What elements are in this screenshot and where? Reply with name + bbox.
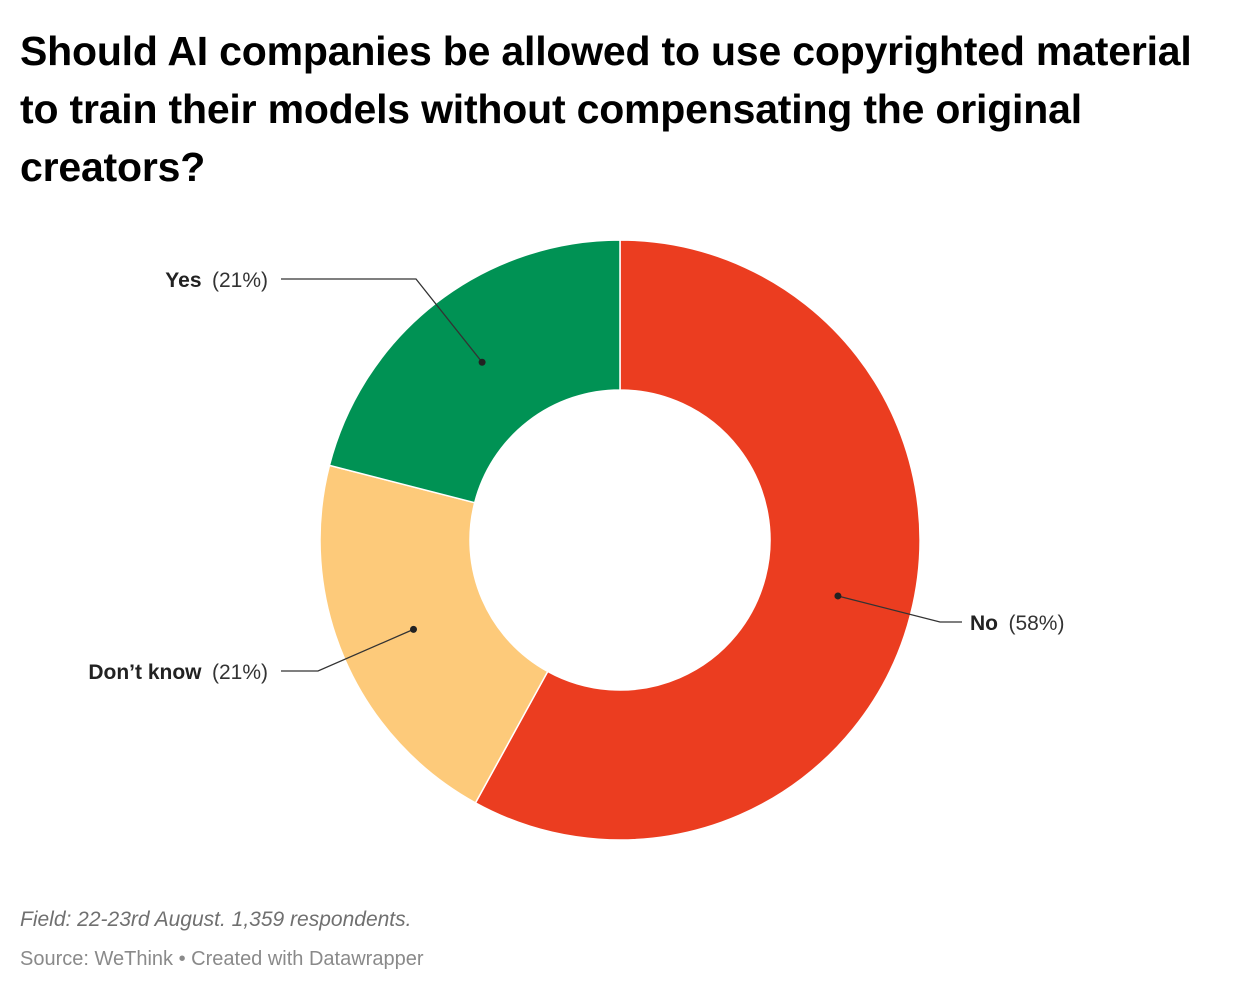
leader-line-no (837, 595, 962, 623)
donut-slices (319, 239, 921, 841)
source-text: Source: WeThink (20, 948, 174, 970)
slice-no[interactable] (474, 239, 921, 841)
slice-label-no-value: (58%) (1008, 612, 1064, 635)
footer-separator: • (173, 948, 192, 970)
slice-yes[interactable] (328, 239, 621, 504)
slice-label-dont-know: Don’t know (21%) (88, 661, 268, 684)
chart-title: Should AI companies be allowed to use co… (20, 28, 1192, 190)
slice-label-yes: Yes (21%) (165, 269, 268, 292)
slice-label-no-name: No (970, 612, 998, 635)
leader-dot-no (834, 592, 842, 600)
chart-notes: Field: 22-23rd August. 1,359 respondents… (20, 908, 412, 931)
slice-label-dont-know-name: Don’t know (88, 661, 202, 684)
slice-label-dont-know-value: (21%) (212, 661, 268, 684)
slice-label-yes-name: Yes (165, 269, 201, 292)
slice-label-no: No (58%) (970, 612, 1064, 635)
leader-lines (281, 278, 962, 672)
credit-link[interactable]: Created with Datawrapper (191, 948, 424, 970)
leader-dot-yes (478, 358, 486, 366)
leader-line-yes (281, 278, 483, 363)
chart-footer: Source: WeThink • Created with Datawrapp… (20, 948, 424, 971)
slice-don-t-know[interactable] (319, 464, 549, 804)
slice-label-yes-value: (21%) (212, 269, 268, 292)
leader-line-don-t-know (281, 628, 414, 672)
leader-dot-don-t-know (410, 625, 418, 633)
